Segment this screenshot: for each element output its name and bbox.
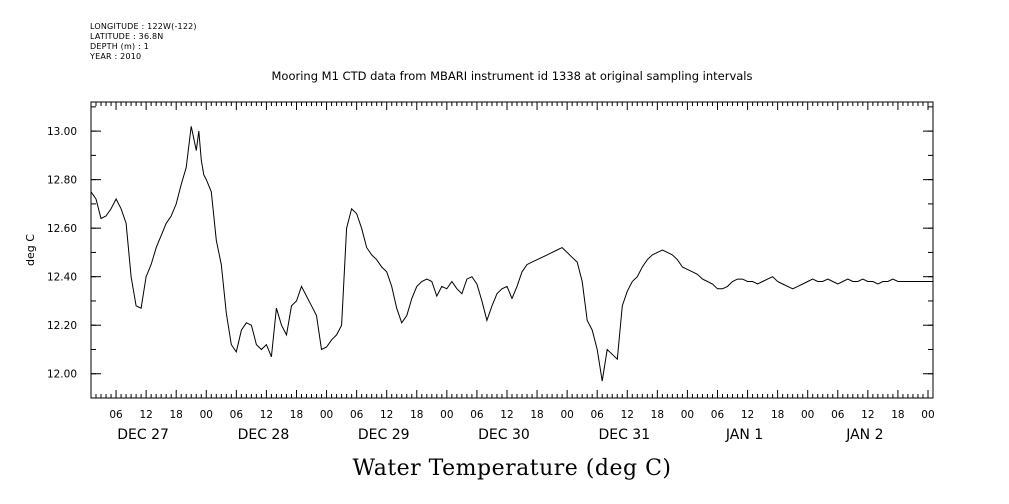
x-axis-label: Water Temperature (deg C)	[353, 456, 672, 481]
day-label: DEC 31	[598, 427, 650, 443]
x-tick-label: 00	[200, 409, 213, 421]
y-tick-label: 12.40	[47, 272, 77, 284]
x-tick-label: 06	[711, 409, 725, 421]
x-tick-label: 12	[260, 409, 273, 421]
x-tick-label: 18	[530, 409, 543, 421]
x-tick-label: 06	[831, 409, 845, 421]
x-tick-label: 00	[921, 409, 934, 421]
y-tick-label: 12.20	[47, 320, 77, 332]
chart-title: Mooring M1 CTD data from MBARI instrumen…	[272, 69, 753, 83]
x-axis: 06 12 18 00 06 12 18 00 06 12 18 00 06 12 18 00 06 12 18 00…	[90, 102, 935, 443]
latitude-label: LATITUDE : 36.8N	[90, 32, 164, 41]
x-tick-label: 18	[771, 409, 784, 421]
y-tick-label: 13.00	[47, 126, 77, 138]
plot-frame	[90, 101, 934, 399]
day-label: DEC 29	[358, 427, 410, 443]
x-tick-label: 06	[470, 409, 484, 421]
x-tick-label: 06	[230, 409, 244, 421]
x-tick-label: 06	[591, 409, 605, 421]
x-tick-label: 18	[651, 409, 664, 421]
day-label: DEC 27	[117, 427, 169, 443]
x-tick-label: 00	[681, 409, 694, 421]
x-tick-label: 00	[801, 409, 814, 421]
y-tick-label: 12.60	[47, 223, 77, 235]
day-label: JAN 1	[725, 427, 763, 443]
x-tick-label: 18	[290, 409, 303, 421]
x-tick-label: 12	[621, 409, 634, 421]
x-tick-label: 00	[560, 409, 573, 421]
x-tick-label: 00	[320, 409, 333, 421]
x-tick-label: 12	[861, 409, 874, 421]
day-label: DEC 28	[238, 427, 290, 443]
metadata-block: LONGITUDE : 122W(-122) LATITUDE : 36.8N …	[90, 22, 197, 62]
x-tick-label: 12	[500, 409, 513, 421]
longitude-label: LONGITUDE : 122W(-122)	[90, 22, 197, 31]
x-tick-label: 18	[891, 409, 904, 421]
day-label: DEC 30	[478, 427, 530, 443]
x-tick-label: 12	[139, 409, 152, 421]
y-tick-label: 12.80	[47, 175, 77, 187]
x-tick-label: 00	[440, 409, 453, 421]
depth-label: DEPTH (m) : 1	[90, 42, 149, 51]
x-tick-label: 18	[170, 409, 183, 421]
x-tick-label: 06	[350, 409, 364, 421]
x-tick-label: 12	[741, 409, 754, 421]
year-label: YEAR : 2010	[90, 52, 142, 61]
y-axis: 12.00 12.20 12.40 12.60 12.80 13.00	[47, 106, 933, 399]
temperature-series-line	[90, 126, 933, 382]
x-tick-label: 18	[410, 409, 423, 421]
y-tick-label: 12.00	[47, 369, 77, 381]
x-tick-label: 06	[109, 409, 123, 421]
day-label: JAN 2	[845, 427, 883, 443]
y-axis-label: deg C	[24, 234, 37, 266]
x-tick-label: 12	[380, 409, 393, 421]
